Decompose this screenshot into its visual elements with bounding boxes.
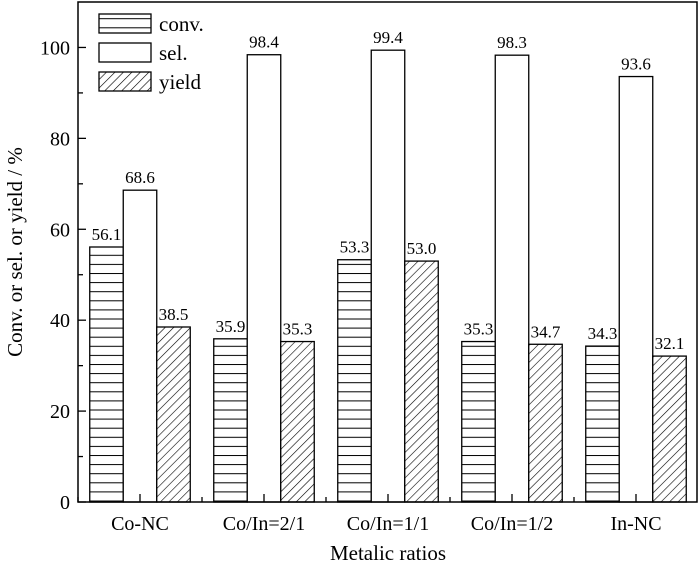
y-tick-label: 0: [60, 492, 70, 514]
data-label: 32.1: [655, 334, 685, 353]
bar-conv-2: [337, 259, 372, 503]
data-label: 35.9: [216, 317, 246, 336]
y-tick-label: 80: [50, 128, 70, 150]
data-label: 38.5: [159, 305, 189, 324]
bar-yield-4: [652, 355, 687, 503]
bar-sel-0: [122, 189, 158, 503]
data-label: 98.3: [497, 33, 527, 52]
bar-conv-4: [585, 345, 620, 503]
data-label: 68.6: [125, 168, 155, 187]
data-label: 34.7: [531, 322, 561, 341]
data-label: 35.3: [464, 320, 494, 339]
y-axis-label: Conv. or sel. or yield / %: [3, 147, 27, 357]
legend-swatch-sel: [98, 42, 152, 63]
data-label: 98.4: [249, 33, 279, 52]
bar-conv-1: [213, 338, 248, 503]
bar-sel-2: [370, 49, 406, 503]
legend-label: conv.: [159, 12, 204, 36]
bar-conv-0: [89, 246, 124, 503]
data-label: 99.4: [373, 28, 403, 47]
x-axis-label: Metalic ratios: [330, 541, 446, 565]
x-tick-label: In-NC: [610, 513, 661, 535]
data-label: 34.3: [588, 324, 618, 343]
bar-yield-2: [404, 260, 439, 503]
legend-swatch-conv: [98, 13, 152, 34]
bar-sel-3: [494, 54, 530, 503]
legend-swatch-yield: [98, 71, 152, 92]
bar-sel-1: [246, 54, 282, 503]
legend: conv. sel. yield: [98, 12, 204, 94]
x-tick-label: Co/In=2/1: [223, 513, 305, 535]
x-tick-label: Co/In=1/1: [347, 513, 429, 535]
data-label: 53.0: [407, 239, 437, 258]
y-tick-label: 60: [50, 219, 70, 241]
bar-sel-4: [618, 75, 654, 503]
x-tick-label: Co-NC: [111, 513, 169, 535]
data-label: 35.3: [283, 320, 313, 339]
y-tick-label: 100: [40, 37, 70, 59]
legend-label: yield: [159, 70, 201, 94]
bar-yield-3: [528, 343, 563, 503]
y-tick-label: 20: [50, 401, 70, 423]
bar-yield-0: [156, 326, 191, 503]
data-label: 56.1: [92, 225, 122, 244]
bar-conv-3: [461, 340, 496, 503]
bar-yield-1: [280, 340, 315, 503]
y-tick-label: 40: [50, 310, 70, 332]
x-tick-label: Co/In=1/2: [471, 513, 553, 535]
legend-label: sel.: [159, 41, 188, 65]
plot-frame: [77, 1, 698, 503]
data-label: 93.6: [621, 55, 651, 74]
data-label: 53.3: [340, 238, 370, 257]
